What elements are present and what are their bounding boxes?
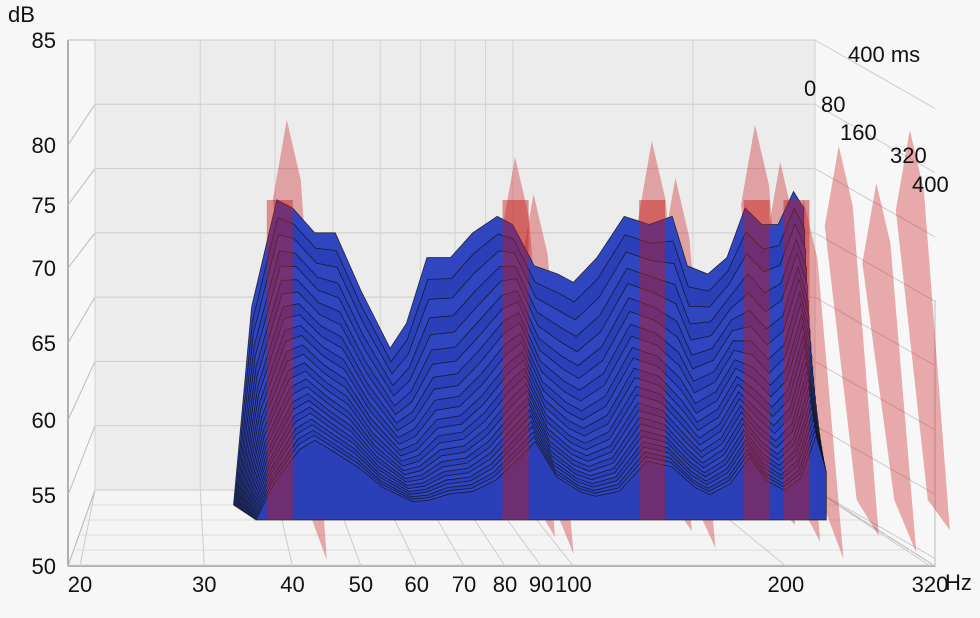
x-tick-label: 320 bbox=[912, 572, 949, 597]
y-axis-title: dB bbox=[8, 2, 35, 27]
grid-line bbox=[814, 489, 936, 559]
x-tick-label: 40 bbox=[280, 572, 304, 597]
time-axis-title: 400 ms bbox=[848, 42, 920, 67]
grid-line bbox=[67, 232, 96, 269]
y-tick-label: 65 bbox=[32, 331, 56, 356]
grid-line bbox=[814, 39, 936, 109]
floor-grid-line bbox=[79, 489, 96, 567]
y-tick-label: 70 bbox=[32, 256, 56, 281]
y-tick-label: 50 bbox=[32, 554, 56, 579]
grid-line bbox=[67, 296, 96, 344]
grid-line bbox=[67, 425, 96, 496]
grid-line bbox=[814, 232, 936, 302]
grid-line bbox=[814, 360, 936, 431]
x-tick-label: 80 bbox=[493, 572, 517, 597]
x-tick-label: 60 bbox=[405, 572, 429, 597]
grid-line bbox=[814, 103, 936, 174]
resonance-tail bbox=[862, 183, 917, 553]
y-tick-label: 85 bbox=[32, 28, 56, 53]
y-tick-label: 55 bbox=[32, 483, 56, 508]
time-tick: 160 bbox=[840, 120, 877, 145]
decay-slice bbox=[255, 434, 827, 521]
resonance-tail bbox=[824, 146, 879, 536]
grid-line bbox=[814, 168, 936, 238]
time-tick: 320 bbox=[890, 143, 927, 168]
y-tick-label: 80 bbox=[32, 133, 56, 158]
x-tick-label: 20 bbox=[68, 572, 92, 597]
resonance-tail bbox=[895, 130, 950, 530]
x-tick-label: 200 bbox=[768, 572, 805, 597]
y-tick-label: 60 bbox=[32, 408, 56, 433]
grid-line bbox=[67, 168, 96, 206]
floor-grid-line bbox=[814, 489, 931, 567]
grid-line bbox=[814, 425, 936, 495]
axis-ticks: 50 55 60 65 70 75 80 85 20 30 40 50 60 70 80 90 100 200 32… bbox=[32, 28, 949, 597]
y-tick-label: 75 bbox=[32, 193, 56, 218]
floor-grid-line bbox=[199, 489, 205, 567]
x-tick-label: 50 bbox=[349, 572, 373, 597]
x-axis-unit: Hz bbox=[945, 570, 972, 595]
x-tick-label: 90 bbox=[529, 572, 553, 597]
waterfall-slices bbox=[233, 190, 827, 521]
x-tick-label: 70 bbox=[452, 572, 476, 597]
time-tick: 80 bbox=[821, 92, 845, 117]
x-tick-label: 100 bbox=[555, 572, 592, 597]
resonance-highlight bbox=[502, 200, 529, 520]
grid-line bbox=[814, 296, 936, 366]
resonance-highlight bbox=[783, 200, 810, 520]
resonance-highlight bbox=[266, 200, 293, 520]
grid-line bbox=[67, 489, 96, 567]
grid-line bbox=[67, 104, 96, 146]
resonance-highlight bbox=[639, 200, 666, 520]
resonance-highlight bbox=[743, 200, 770, 520]
time-tick: 0 bbox=[804, 76, 816, 101]
x-tick-label: 30 bbox=[192, 572, 216, 597]
time-tick: 400 bbox=[912, 172, 949, 197]
grid-line bbox=[67, 361, 96, 421]
